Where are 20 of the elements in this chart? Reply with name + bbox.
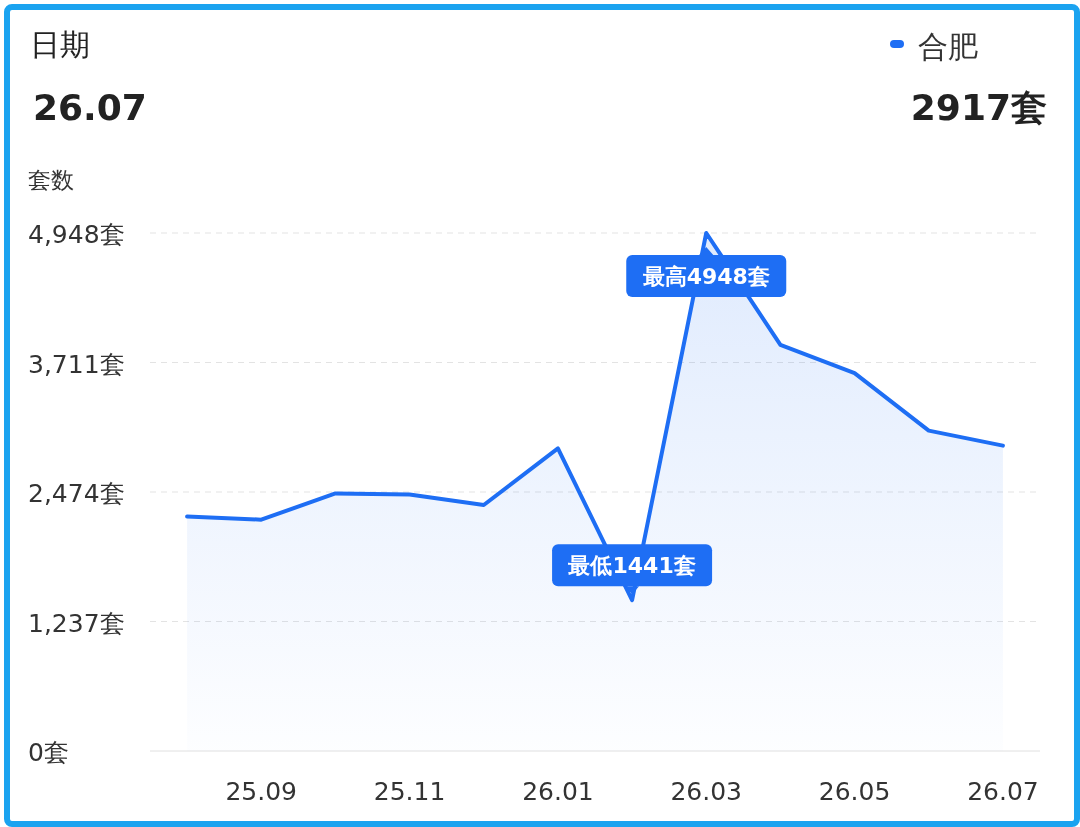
y-axis-title: 套数: [28, 167, 74, 193]
y-tick-label: 4,948套: [28, 220, 125, 249]
text: 26.07: [33, 87, 147, 128]
x-tick-label: 26.07: [967, 777, 1039, 806]
x-tick-label: 25.09: [225, 777, 298, 806]
legend-label: 合肥: [918, 29, 978, 64]
annotation: 最高4948套: [641, 264, 770, 289]
tooltip-callout: 最低1441套: [552, 544, 713, 595]
y-tick-label: 2,474套: [28, 479, 125, 508]
x-tick-label: 26.05: [818, 777, 891, 806]
x-tick-label: 25.11: [373, 777, 446, 806]
text: 日期: [30, 27, 90, 62]
y-tick-label: 3,711套: [28, 349, 125, 379]
annotation: 最低1441套: [567, 553, 696, 579]
x-tick-label: 26.03: [670, 777, 743, 806]
y-tick-label: 1,237套: [28, 608, 125, 638]
tooltip-callout: 最高4948套: [626, 247, 787, 297]
y-tick-label: 0套: [28, 738, 69, 767]
x-tick-label: 26.01: [522, 777, 594, 806]
text: 2917套: [910, 87, 1047, 128]
